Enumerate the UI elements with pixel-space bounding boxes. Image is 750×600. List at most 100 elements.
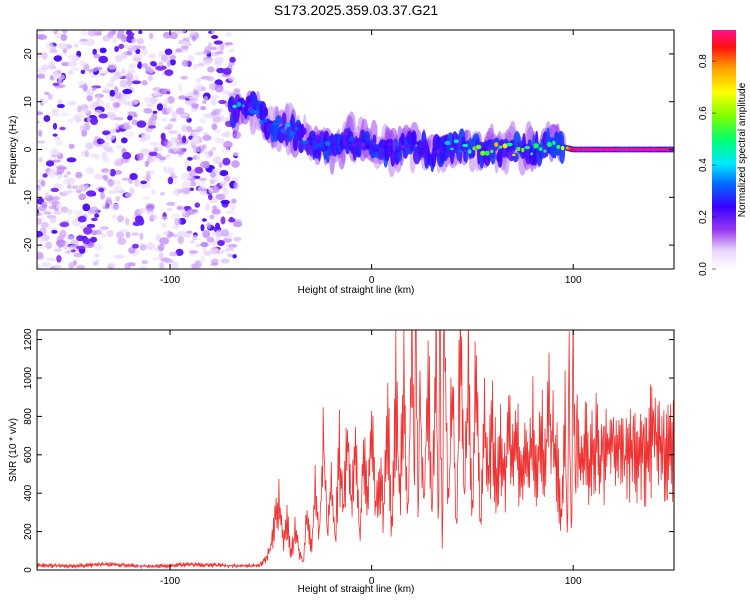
noise-blob [148,155,155,163]
noise-blob [121,68,126,75]
noise-blob [103,170,112,175]
noise-blob [62,30,68,34]
noise-blob [42,173,48,178]
ridge-core [405,144,410,148]
noise-blob [45,241,53,250]
ridge-core [370,143,374,147]
noise-blob [90,117,99,126]
noise-blob [124,217,130,226]
x-tick-label: 100 [565,275,582,286]
noise-blob [194,51,204,56]
noise-blob [109,168,117,177]
spectrogram-ylabel: Frequency (Hz) [8,116,19,185]
y-tick-label: 200 [23,523,34,540]
ridge-core [648,147,651,152]
noise-blob [195,153,201,162]
noise-blob [164,48,173,56]
colorbar-label: Normalized spectral amplitude [737,82,748,217]
noise-blob [106,149,115,153]
noise-blob [142,132,151,141]
noise-blob [102,205,110,210]
noise-blob [206,75,215,82]
noise-blob [141,260,148,265]
noise-blob [189,250,199,254]
noise-blob [228,48,235,53]
noise-blob [180,40,190,47]
noise-blob [105,199,113,206]
noise-blob [126,78,133,87]
noise-blob [139,244,147,251]
noise-blob [125,231,131,239]
noise-blob [84,122,91,131]
noise-blob [186,165,192,172]
noise-blob [223,237,233,243]
noise-blob [131,99,139,106]
noise-blob [120,137,128,144]
ridge-core [485,150,490,156]
ridge-core [259,120,264,125]
noise-blob [205,203,210,211]
noise-blob [111,214,118,219]
noise-blob [109,77,115,84]
noise-blob [228,245,235,252]
noise-blob [223,175,231,182]
noise-blob [91,217,98,222]
ridge-core [660,147,664,152]
noise-blob [41,64,50,71]
ridge-mid [281,112,287,128]
noise-blob [109,89,116,97]
noise-blob [200,224,205,232]
noise-blob [38,129,43,137]
noise-blob [102,130,111,136]
noise-blob [110,203,121,211]
noise-blob [62,190,72,196]
ridge-core [652,147,655,152]
noise-blob [116,231,124,239]
ridge-core [294,126,299,131]
noise-blob [41,261,52,268]
noise-blob [203,95,209,102]
ridge-core [576,147,579,152]
ridge-mid [263,107,269,118]
noise-blob [159,237,170,245]
noise-blob [64,241,69,248]
ridge-halo [468,154,476,173]
ridge-core [249,109,256,114]
noise-blob [84,184,90,190]
noise-blob [37,54,43,59]
noise-blob [65,250,71,254]
noise-blob [55,239,66,248]
noise-blob [181,208,186,216]
ridge-mid [464,151,468,164]
noise-blob [59,221,70,228]
ridge-core [658,147,662,152]
noise-blob [161,222,167,228]
noise-blob [38,157,43,163]
noise-blob [167,141,174,149]
noise-blob [101,233,106,238]
noise-blob [166,208,173,211]
ridge-core [524,145,530,150]
noise-blob [114,254,125,259]
noise-blob [196,180,205,186]
noise-blob [200,255,205,263]
noise-blob [53,55,62,62]
ridge-core [339,142,343,147]
ridge-core [552,140,556,145]
noise-blob [124,192,132,198]
noise-blob [105,134,116,141]
ridge-core [556,144,561,149]
noise-blob [138,265,147,269]
noise-blob [68,143,75,149]
noise-blob [128,247,136,254]
noise-blob [79,38,89,42]
ridge-core [656,147,660,152]
noise-blob [67,60,78,67]
colorbar-tick-label: 0.2 [698,210,709,224]
ridge-core [498,145,503,149]
ridge-core [638,147,641,152]
noise-blob [38,205,47,212]
noise-blob [97,30,103,34]
noise-blob [90,74,99,78]
noise-blob [117,215,124,223]
